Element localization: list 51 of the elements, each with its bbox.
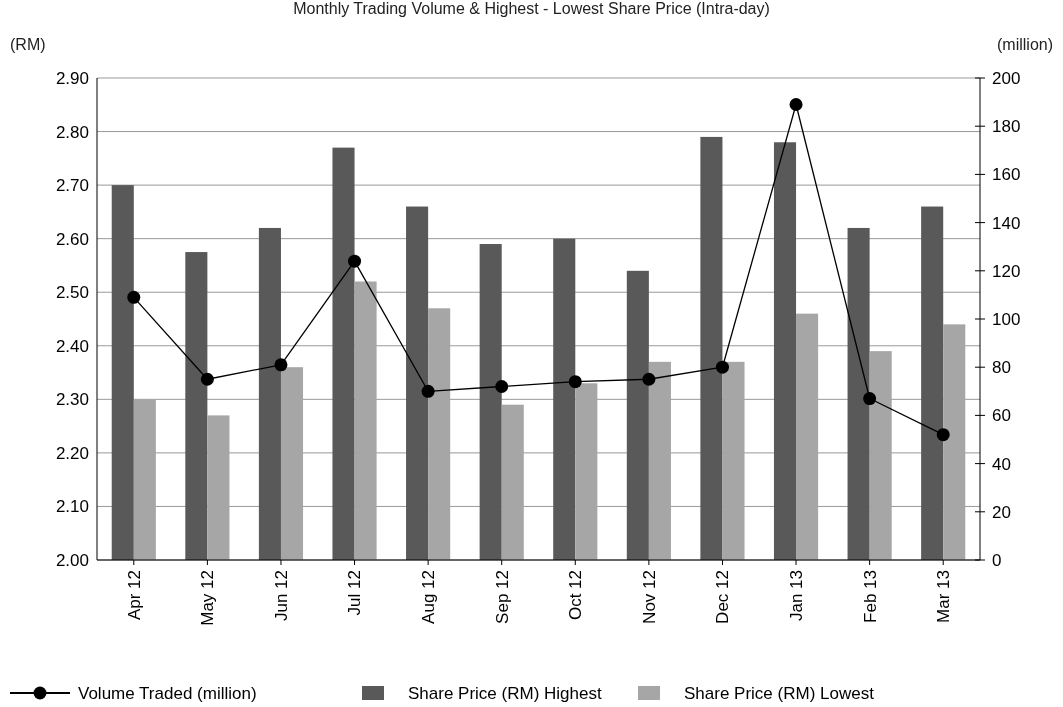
x-tick-label: Jul 12 bbox=[345, 570, 365, 616]
x-tick-label: Oct 12 bbox=[566, 570, 586, 621]
y-tick-label: 2.70 bbox=[55, 176, 89, 196]
y2-tick-label: 0 bbox=[992, 550, 1002, 570]
legend-label: Volume Traded (million) bbox=[78, 683, 257, 703]
point bbox=[863, 392, 877, 406]
y2-tick-label: 180 bbox=[992, 117, 1021, 137]
legend-label: Share Price (RM) Highest bbox=[408, 683, 602, 703]
point bbox=[789, 98, 803, 112]
point bbox=[200, 372, 214, 386]
y-tick-label: 2.90 bbox=[55, 68, 89, 88]
x-tick-label: Aug 12 bbox=[419, 570, 439, 624]
y-tick-label: 2.30 bbox=[55, 390, 89, 410]
y2-tick-label: 120 bbox=[992, 261, 1021, 281]
legend-label: Share Price (RM) Lowest bbox=[684, 683, 875, 703]
point bbox=[495, 379, 509, 393]
point bbox=[715, 360, 729, 374]
chart-title: Monthly Trading Volume & Highest - Lowest Share Price (Intra-day) bbox=[293, 0, 770, 17]
y2-tick-label: 200 bbox=[992, 68, 1021, 88]
x-tick-label: Sep 12 bbox=[492, 570, 512, 624]
y2-tick-label: 20 bbox=[992, 502, 1011, 522]
point bbox=[127, 290, 141, 304]
point bbox=[348, 254, 362, 268]
x-tick-label: Dec 12 bbox=[713, 570, 733, 624]
y2-tick-label: 160 bbox=[992, 165, 1021, 185]
y-tick-label: 2.80 bbox=[55, 122, 89, 142]
x-tick-label: Jun 12 bbox=[271, 570, 291, 622]
y-tick-label: 2.40 bbox=[55, 336, 89, 356]
y2-tick-label: 40 bbox=[992, 454, 1011, 474]
y-tick-label: 2.60 bbox=[55, 229, 89, 249]
y2-tick-label: 140 bbox=[992, 213, 1021, 233]
x-tick-label: Feb 13 bbox=[860, 570, 880, 623]
y2-axis-title: (million) bbox=[997, 36, 1053, 53]
y-tick-label: 2.10 bbox=[55, 497, 89, 517]
y-tick-label: 2.00 bbox=[55, 550, 89, 570]
point bbox=[568, 375, 582, 389]
x-tick-label: Nov 12 bbox=[639, 570, 659, 624]
y-tick-label: 2.20 bbox=[55, 443, 89, 463]
x-tick-label: May 12 bbox=[198, 570, 218, 626]
point bbox=[642, 372, 656, 386]
y2-tick-label: 60 bbox=[992, 406, 1011, 426]
x-tick-label: Jan 13 bbox=[786, 570, 806, 622]
y-axis-title: (RM) bbox=[10, 36, 46, 53]
x-tick-label: Mar 13 bbox=[934, 570, 954, 623]
x-tick-label: Apr 12 bbox=[124, 570, 144, 621]
y2-tick-label: 80 bbox=[992, 358, 1011, 378]
point bbox=[274, 358, 288, 372]
y2-tick-label: 100 bbox=[992, 309, 1021, 329]
y-tick-label: 2.50 bbox=[55, 283, 89, 303]
point bbox=[936, 428, 950, 442]
point bbox=[421, 384, 435, 398]
